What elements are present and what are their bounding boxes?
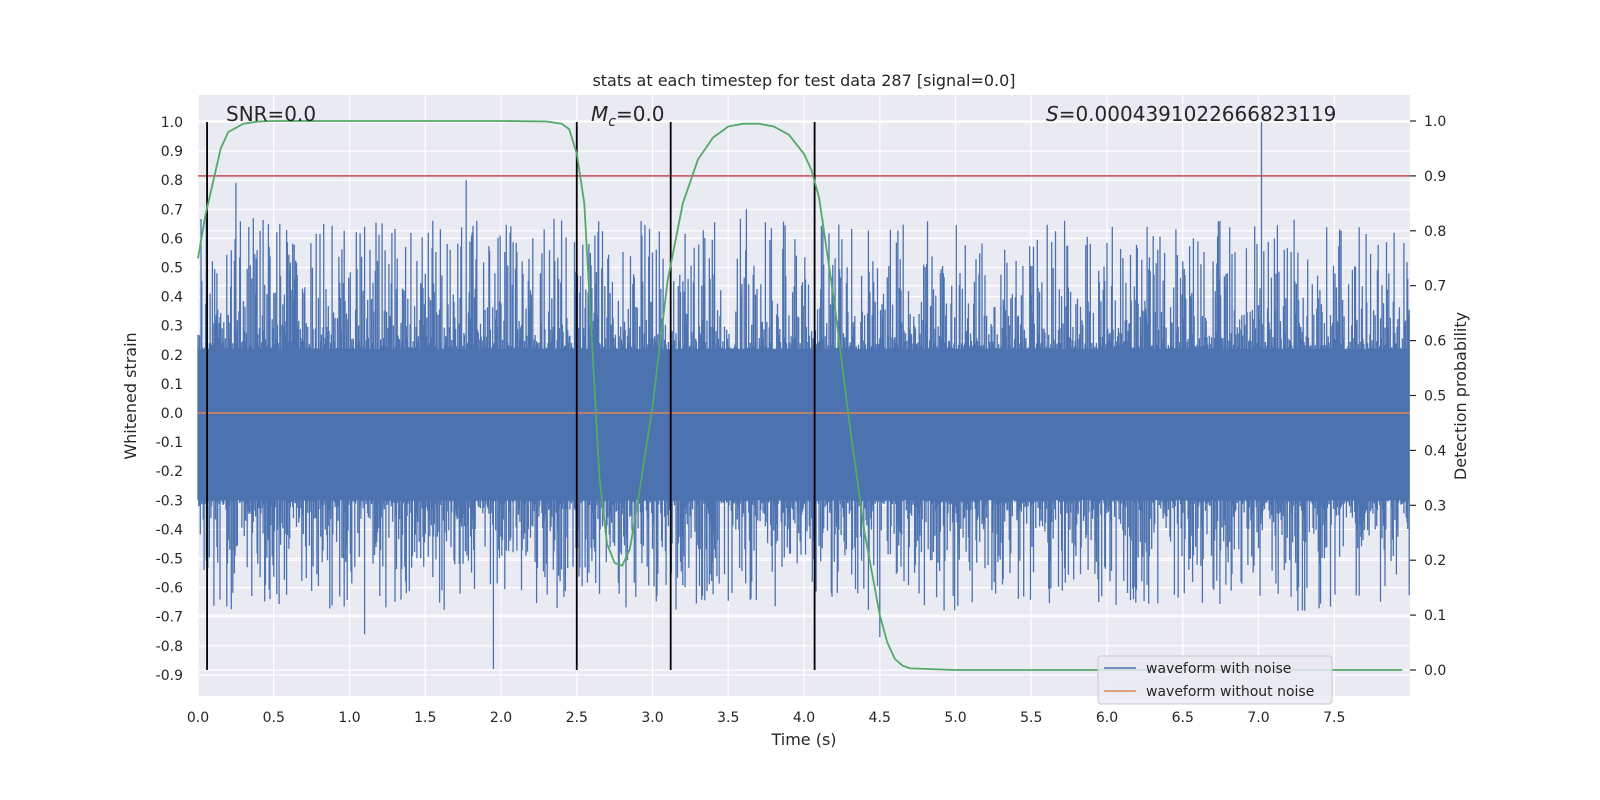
y-tick-label-left: 0.5 xyxy=(161,261,183,277)
y-tick-label-left: 0.0 xyxy=(161,406,183,422)
x-tick-label: 3.0 xyxy=(641,710,663,726)
chirp-mass-annotation: Mc=0.0 xyxy=(591,102,665,130)
y-tick-label-left: 0.1 xyxy=(161,377,183,393)
y-tick-label-right: 0.2 xyxy=(1424,553,1446,569)
y-tick-label-left: 0.4 xyxy=(161,290,183,306)
x-tick-label: 7.0 xyxy=(1247,710,1269,726)
y-tick-label-left: -0.4 xyxy=(156,522,183,538)
axis-ticks: 0.0 0.5 1.0 1.5 2.0 2.5 3.0 3.5 4.0 4.5 5.0 5.5 6.0 6… xyxy=(156,114,1447,726)
legend-label-noise: waveform with noise xyxy=(1146,661,1291,677)
x-tick-label: 0.5 xyxy=(263,710,285,726)
y-tick-label-right: 0.4 xyxy=(1424,443,1446,459)
y-tick-label-left: -0.6 xyxy=(156,581,183,597)
x-tick-label: 5.0 xyxy=(944,710,966,726)
y-tick-label-right: 0.9 xyxy=(1424,169,1446,185)
y-tick-label-right: 0.3 xyxy=(1424,498,1446,514)
x-tick-label: 1.5 xyxy=(414,710,436,726)
y-tick-label-left: -0.3 xyxy=(156,493,183,509)
x-tick-label: 4.5 xyxy=(869,710,891,726)
chart-title: stats at each timestep for test data 287… xyxy=(592,71,1015,90)
x-tick-label: 1.0 xyxy=(338,710,360,726)
score-value: =0.0004391022666823119 xyxy=(1059,102,1337,126)
y-tick-label-left: -0.7 xyxy=(156,610,183,626)
detection-probability-line xyxy=(197,120,1403,671)
chirp-mass-subscript: c xyxy=(608,114,616,130)
x-tick-label: 0.0 xyxy=(187,710,209,726)
legend: waveform with noise waveform without noi… xyxy=(1097,655,1333,705)
y-axis-label-left: Whitened strain xyxy=(121,332,140,459)
legend-box xyxy=(1097,655,1333,705)
y-tick-label-right: 0.7 xyxy=(1424,279,1446,295)
y-tick-label-right: 0.1 xyxy=(1424,608,1446,624)
y-tick-label-left: 1.0 xyxy=(161,115,183,131)
score-symbol: S xyxy=(1046,102,1059,126)
x-tick-label: 6.5 xyxy=(1172,710,1194,726)
x-tick-label: 5.5 xyxy=(1020,710,1042,726)
y-tick-label-left: 0.9 xyxy=(161,144,183,160)
noise-waveform-line xyxy=(197,122,1410,670)
y-tick-label-right: 0.5 xyxy=(1424,389,1446,405)
y-tick-label-right: 0.0 xyxy=(1424,663,1446,679)
noise-waveform-series xyxy=(197,122,1410,670)
y-tick-label-right: 0.6 xyxy=(1424,334,1446,350)
y-tick-label-right: 1.0 xyxy=(1424,114,1446,130)
x-tick-label: 3.5 xyxy=(717,710,739,726)
chirp-mass-symbol: M xyxy=(591,102,608,126)
y-axis-label-right: Detection probability xyxy=(1451,312,1470,480)
chirp-mass-value: =0.0 xyxy=(616,102,665,126)
y-tick-label-left: 0.2 xyxy=(161,348,183,364)
y-tick-label-left: -0.2 xyxy=(156,464,183,480)
y-tick-label-left: -0.8 xyxy=(156,639,183,655)
y-tick-label-left: 0.3 xyxy=(161,319,183,335)
y-tick-label-left: 0.8 xyxy=(161,173,183,189)
x-tick-label: 2.0 xyxy=(490,710,512,726)
legend-label-clean: waveform without noise xyxy=(1146,684,1314,700)
y-tick-label-left: -0.1 xyxy=(156,435,183,451)
y-tick-label-right: 0.8 xyxy=(1424,224,1446,240)
y-tick-label-left: 0.7 xyxy=(161,202,183,218)
overlay-lines xyxy=(197,120,1410,671)
x-tick-label: 4.0 xyxy=(793,710,815,726)
score-annotation: S=0.0004391022666823119 xyxy=(1046,102,1336,126)
x-tick-label: 2.5 xyxy=(566,710,588,726)
y-tick-label-left: -0.5 xyxy=(156,552,183,568)
y-tick-label-left: -0.9 xyxy=(156,668,183,684)
y-tick-label-left: 0.6 xyxy=(161,231,183,247)
x-tick-label: 6.0 xyxy=(1096,710,1118,726)
snr-annotation: SNR=0.0 xyxy=(226,102,316,126)
x-tick-label: 7.5 xyxy=(1323,710,1345,726)
x-axis-label: Time (s) xyxy=(770,730,836,749)
